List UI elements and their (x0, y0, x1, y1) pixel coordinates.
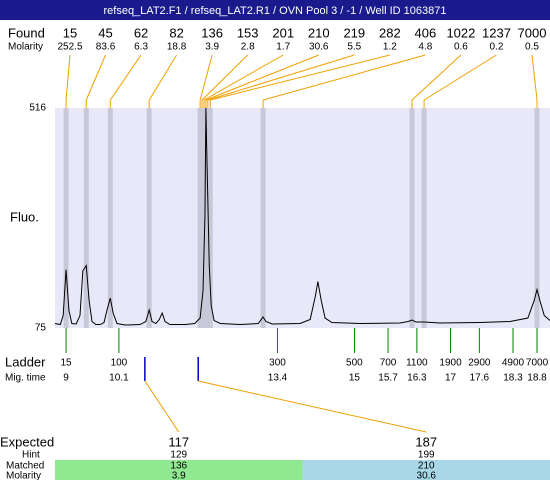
ladder-size: 15 (60, 358, 72, 369)
peak-band (107, 108, 113, 328)
found-leader (209, 54, 390, 108)
peak-band (83, 108, 89, 328)
peak-band (409, 108, 415, 328)
y-tick-label: 516 (29, 103, 46, 114)
row-label: Hint (22, 450, 40, 461)
title: refseq_LAT2.F1 / refseq_LAT2.R1 / OVN Po… (103, 5, 446, 17)
found-leader (148, 54, 178, 108)
expected-molarity: 3.9 (172, 471, 186, 480)
row-label: Molarity (6, 471, 41, 480)
found-molarity: 5.5 (347, 42, 361, 53)
found-size: 406 (415, 25, 437, 40)
found-size: 62 (134, 25, 148, 40)
expected-molarity: 30.6 (417, 471, 437, 480)
ladder-size: 500 (346, 358, 363, 369)
peak-band (421, 108, 427, 328)
found-leader (199, 54, 213, 108)
plot-area (55, 108, 550, 328)
found-leader (203, 54, 284, 108)
found-label: Found (8, 25, 45, 40)
found-molarity: 4.8 (418, 42, 432, 53)
expected-link (198, 380, 427, 433)
found-size: 136 (201, 25, 223, 40)
found-leader (411, 54, 462, 108)
found-molarity: 6.3 (134, 42, 148, 53)
title-bar (0, 0, 550, 20)
found-leader (85, 54, 106, 108)
found-leader (205, 54, 319, 108)
found-leader (207, 54, 355, 108)
found-molarity: 0.2 (490, 42, 504, 53)
found-size: 219 (343, 25, 365, 40)
ladder-size: 4900 (502, 358, 525, 369)
molarity-label: Molarity (8, 42, 43, 53)
found-molarity: 2.8 (241, 42, 255, 53)
found-size: 15 (63, 25, 77, 40)
ladder-time: 9 (63, 373, 69, 384)
match-background (55, 460, 303, 480)
found-molarity: 3.9 (205, 42, 219, 53)
found-molarity: 30.6 (309, 42, 329, 53)
row-label: Matched (6, 461, 44, 472)
row-label: Expected (0, 434, 54, 449)
ladder-time: 15.7 (378, 373, 398, 384)
ladder-time: 13.4 (268, 373, 288, 384)
peak-band (260, 108, 266, 328)
found-leader (201, 54, 249, 108)
found-size: 45 (98, 25, 112, 40)
found-molarity: 1.7 (276, 42, 290, 53)
y-tick-label: 75 (35, 323, 47, 334)
trace (54, 107, 550, 326)
y-axis-label: Fluo. (10, 209, 39, 224)
found-size: 7000 (518, 25, 547, 40)
ladder-size: 7000 (526, 358, 549, 369)
found-size: 1237 (482, 25, 511, 40)
ladder-time: 15 (349, 373, 361, 384)
ladder-size: 1900 (439, 358, 462, 369)
found-size: 201 (272, 25, 294, 40)
found-molarity: 83.6 (96, 42, 116, 53)
found-leader (109, 54, 142, 108)
ladder-size: 700 (380, 358, 397, 369)
mig-time-label: Mig. time (5, 373, 46, 384)
found-size: 153 (237, 25, 259, 40)
ladder-time: 18.8 (527, 373, 547, 384)
peak-band (63, 108, 69, 328)
found-size: 1022 (446, 25, 475, 40)
found-size: 282 (379, 25, 401, 40)
ladder-size: 300 (269, 358, 286, 369)
found-molarity: 252.5 (57, 42, 82, 53)
ladder-size: 100 (111, 358, 128, 369)
found-molarity: 18.8 (167, 42, 187, 53)
ladder-time: 16.3 (407, 373, 427, 384)
ladder-time: 18.3 (503, 373, 523, 384)
peak-band (207, 108, 213, 328)
peak-band (146, 108, 152, 328)
match-background (302, 460, 550, 480)
found-leader (262, 54, 426, 108)
ladder-label: Ladder (5, 354, 46, 369)
found-molarity: 0.5 (525, 42, 539, 53)
found-leader (423, 54, 497, 108)
expected-link (144, 380, 180, 433)
ladder-time: 10.1 (109, 373, 129, 384)
found-size: 82 (169, 25, 183, 40)
expected-matched: 210 (418, 461, 435, 472)
expected-expected: 187 (415, 434, 437, 449)
found-size: 210 (308, 25, 330, 40)
expected-hint: 129 (170, 450, 187, 461)
expected-hint: 199 (418, 450, 435, 461)
found-molarity: 0.6 (454, 42, 468, 53)
found-leader (65, 54, 71, 108)
ladder-size: 1100 (406, 358, 428, 369)
ladder-time: 17.6 (470, 373, 490, 384)
ladder-time: 17 (445, 373, 457, 384)
ladder-size: 2900 (468, 358, 491, 369)
found-leader (531, 54, 538, 108)
expected-expected: 117 (168, 434, 189, 449)
expected-matched: 136 (170, 461, 187, 472)
found-molarity: 1.2 (383, 42, 397, 53)
peak-band (534, 108, 540, 328)
